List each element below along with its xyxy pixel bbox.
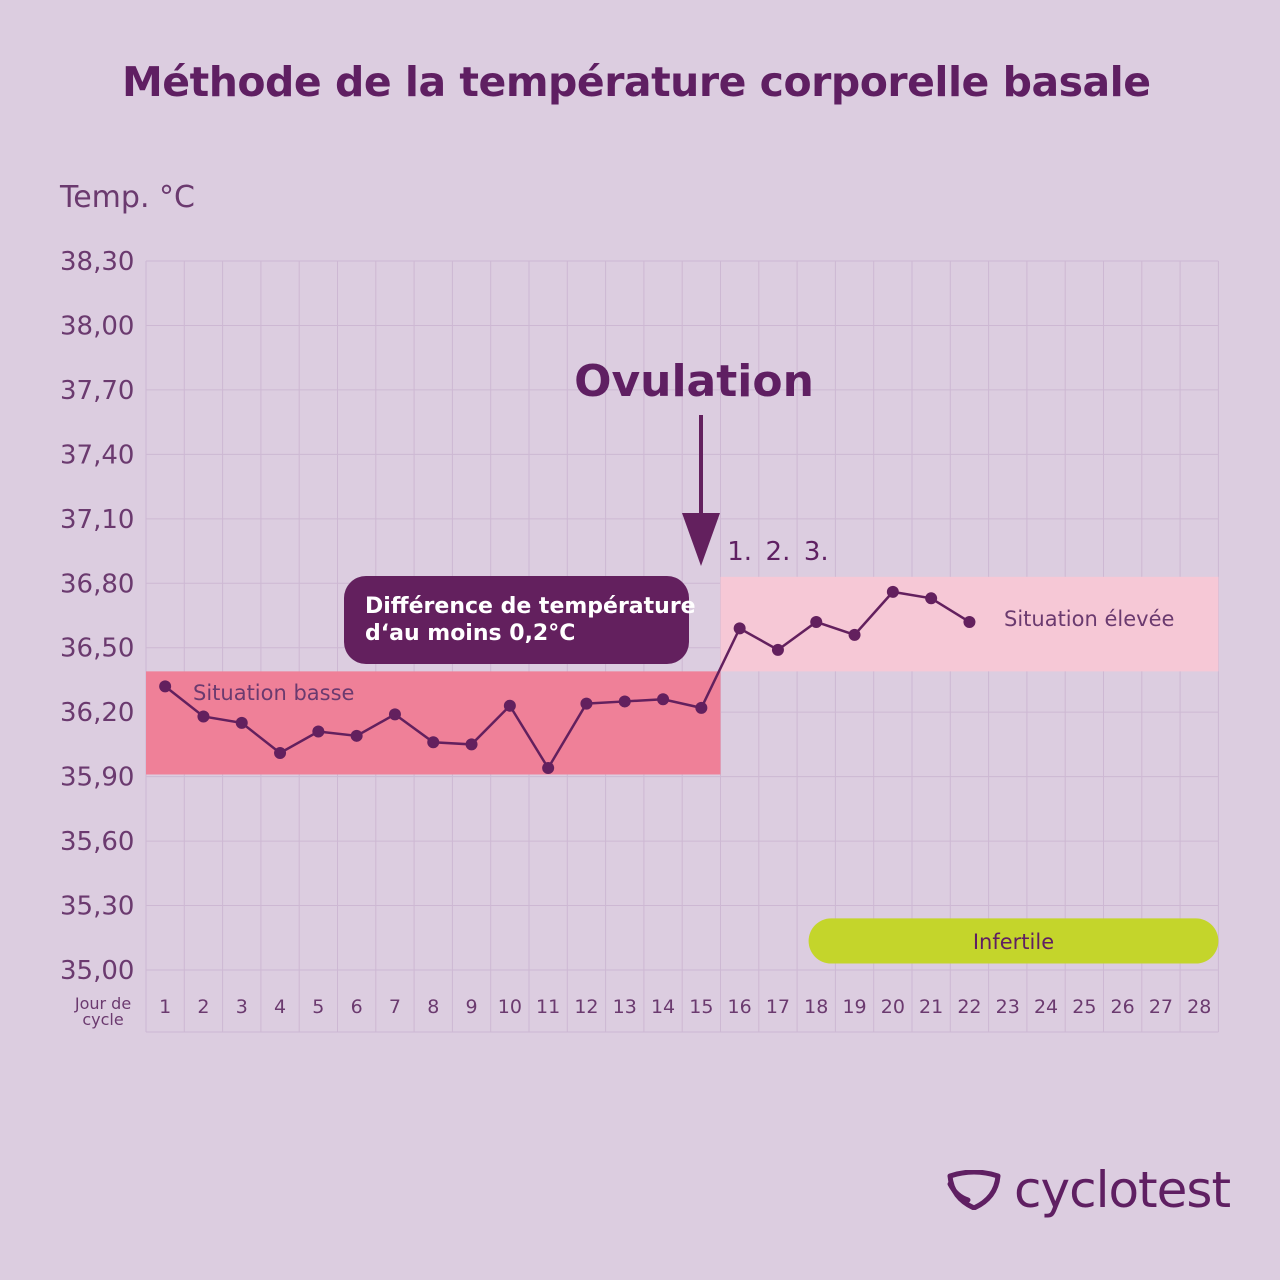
temperature-point [886,585,899,598]
temperature-point [427,736,440,749]
x-tick-label: 10 [498,996,522,1018]
x-tick-label: 3 [236,996,248,1018]
temperature-point [848,628,861,641]
callout-box [344,576,689,664]
temperature-point [350,729,363,742]
x-tick-label: 5 [312,996,324,1018]
y-tick-label: 37,70 [60,376,134,406]
temperature-point [963,615,976,628]
x-tick-label: 12 [574,996,598,1018]
temperature-point [733,622,746,635]
x-tick-label: 1 [159,996,171,1018]
x-tick-label: 22 [957,996,981,1018]
temperature-point [618,695,631,708]
high-phase-label: Situation élevée [1004,607,1174,631]
x-tick-label: 28 [1187,996,1211,1018]
x-tick-label: 2 [197,996,209,1018]
x-tick-label: 17 [766,996,790,1018]
x-tick-label: 11 [536,996,560,1018]
x-tick-label: 24 [1034,996,1058,1018]
temperature-line [164,590,971,771]
cyclotest-logo-icon [947,1170,1001,1210]
y-tick-label: 35,00 [60,956,134,986]
x-tick-label: 19 [842,996,866,1018]
day-count-label: 1. [727,537,752,567]
callout-line-2: d‘au moins 0,2°C [365,621,575,646]
brand-name: cyclotest [1014,1161,1231,1219]
x-tick-label: 27 [1149,996,1173,1018]
x-tick-label: 7 [389,996,401,1018]
three-day-count: 1. 2. 3. [727,537,828,567]
x-tick-label: 14 [651,996,675,1018]
temperature-point [159,680,172,693]
x-tick-label: 4 [274,996,286,1018]
temperature-point [465,738,478,751]
y-tick-label: 36,20 [60,698,134,728]
x-tick-label: 16 [728,996,752,1018]
y-tick-label: 35,90 [60,763,134,793]
temperature-point [388,708,401,721]
y-tick-label: 35,60 [60,827,134,857]
day-count-label: 2. [766,537,791,567]
temperature-point [542,762,555,775]
temperature-callout: Différence de température d‘au moins 0,2… [344,576,696,664]
x-tick-label: 13 [613,996,637,1018]
temperature-point [235,716,248,729]
infertile-label: Infertile [973,930,1054,954]
temperature-point [274,747,287,760]
temperature-point [695,701,708,714]
y-tick-label: 38,30 [60,247,134,277]
y-axis: 38,30 38,00 37,70 37,40 37,10 36,80 36,50 36,20… [60,247,134,986]
x-tick-label: 15 [689,996,713,1018]
y-tick-label: 37,10 [60,505,134,535]
x-axis-label: Jour de cycle [74,994,131,1029]
infertile-bar [808,918,1219,964]
y-axis-label: Temp. °C [59,180,195,215]
ovulation-arrow-head [682,513,720,566]
x-tick-label: 20 [881,996,905,1018]
temperature-point [580,697,593,710]
temperature-point [197,710,210,723]
temperature-point [312,725,325,738]
low-phase-label: Situation basse [193,681,354,705]
temperature-point [810,615,823,628]
temperature-point [771,643,784,656]
ovulation-label: Ovulation [574,356,814,407]
x-tick-label: 9 [466,996,478,1018]
y-tick-label: 37,40 [60,440,134,470]
temperature-point [657,693,670,706]
x-tick-label: 21 [919,996,943,1018]
ovulation-annotation: Ovulation [574,356,814,566]
x-tick-label: 26 [1111,996,1135,1018]
day-count-label: 3. [804,537,829,567]
y-tick-label: 36,50 [60,634,134,664]
x-tick-label: 25 [1072,996,1096,1018]
y-tick-label: 35,30 [60,892,134,922]
callout-line-1: Différence de température [365,594,696,619]
brand-logo: cyclotest [946,1160,1231,1220]
x-tick-label: 6 [351,996,363,1018]
page-title: Méthode de la température corporelle bas… [122,58,1151,106]
y-tick-label: 36,80 [60,569,134,599]
x-tick-label: 18 [804,996,828,1018]
temperature-point [925,592,938,605]
temperature-series [159,585,976,775]
y-tick-label: 38,00 [60,311,134,341]
x-axis: 1 2 3 4 5 6 7 8 9 10 11 12 13 14 15 16 17 18 19 20 21 22 23 24 2… [159,996,1211,1018]
temperature-point [503,699,516,712]
x-tick-label: 23 [996,996,1020,1018]
x-tick-label: 8 [427,996,439,1018]
